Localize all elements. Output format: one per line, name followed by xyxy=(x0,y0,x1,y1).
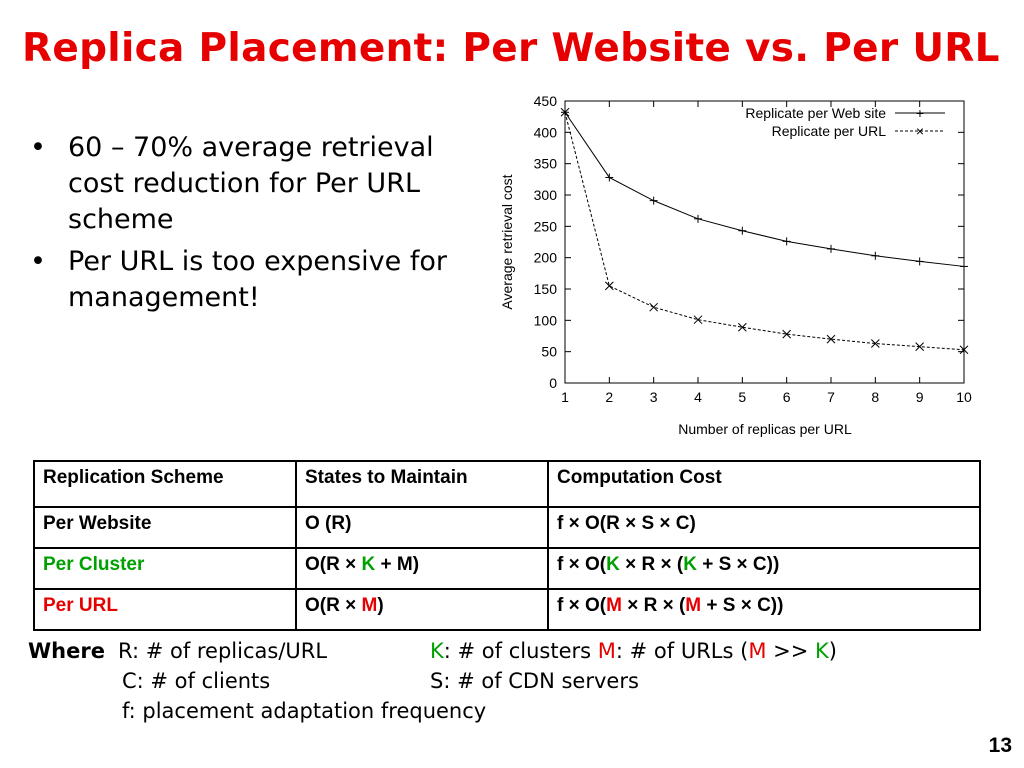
table-header-row: Replication Scheme States to Maintain Co… xyxy=(33,460,981,508)
page-number: 13 xyxy=(988,734,1012,757)
header-states: States to Maintain xyxy=(295,460,549,508)
y-axis-ticks: 0 50 100 150 200 250 300 350 400 450 xyxy=(534,93,964,391)
bullet-item: • Per URL is too expensive for management… xyxy=(30,244,480,316)
series-line-web xyxy=(564,111,965,267)
cell-scheme: Per URL xyxy=(33,588,297,631)
legend-marker-plus-icon: + xyxy=(916,105,924,121)
y-tick-label: 250 xyxy=(534,218,558,234)
cell-cost: f × O(K × R × (K + S × C)) xyxy=(547,547,981,590)
bullet-text: 60 – 70% average retrieval cost reductio… xyxy=(68,132,434,235)
y-tick-label: 100 xyxy=(534,312,558,328)
header-scheme: Replication Scheme xyxy=(33,460,297,508)
note-r: R: # of replicas/URL xyxy=(118,639,328,663)
x-tick-label: 5 xyxy=(738,389,746,405)
plot-frame xyxy=(564,100,965,384)
legend-label-url: Replicate per URL xyxy=(772,123,887,139)
header-cost: Computation Cost xyxy=(547,460,981,508)
y-tick-label: 200 xyxy=(534,250,558,266)
x-tick-label: 2 xyxy=(605,389,613,405)
data-point-x xyxy=(826,334,836,344)
cell-states: O(R × M) xyxy=(295,588,549,631)
x-axis-ticks: 1 2 3 4 5 6 7 8 9 10 xyxy=(561,101,972,405)
y-tick-label: 150 xyxy=(534,281,558,297)
series-line-url xyxy=(564,112,965,351)
bullet-list: • 60 – 70% average retrieval cost reducti… xyxy=(30,130,480,322)
note-s: S: # of CDN servers xyxy=(430,669,639,693)
cell-scheme: Per Cluster xyxy=(33,547,297,590)
x-axis-label: Number of replicas per URL xyxy=(678,421,852,437)
data-point-x xyxy=(870,339,880,348)
x-tick-label: 9 xyxy=(916,389,924,405)
y-tick-label: 0 xyxy=(549,375,557,391)
table-row: Per Cluster O(R × K + M) f × O(K × R × (… xyxy=(33,547,981,590)
x-tick-label: 1 xyxy=(561,389,569,405)
cell-states: O (R) xyxy=(295,506,549,549)
cell-cost: f × O(R × S × C) xyxy=(547,506,981,549)
x-tick-label: 4 xyxy=(694,389,702,405)
bullet-dot-icon: • xyxy=(30,246,46,277)
data-point-x xyxy=(604,281,614,291)
bullet-dot-icon: • xyxy=(30,132,46,163)
x-tick-label: 7 xyxy=(827,389,835,405)
replication-scheme-table: Replication Scheme States to Maintain Co… xyxy=(33,460,981,631)
y-tick-label: 50 xyxy=(541,344,557,360)
note-k-m: K: # of clusters M: # of URLs (M >> K) xyxy=(430,639,837,663)
x-tick-label: 8 xyxy=(871,389,879,405)
x-tick-label: 3 xyxy=(650,389,658,405)
y-tick-label: 300 xyxy=(534,187,558,203)
y-axis-label: Average retrieval cost xyxy=(499,174,515,309)
slide-title: Replica Placement: Per Website vs. Per U… xyxy=(22,26,1000,71)
data-point-x xyxy=(915,342,925,352)
cell-scheme: Per Website xyxy=(33,506,297,549)
note-f: f: placement adaptation frequency xyxy=(122,699,487,723)
legend-marker-x-icon: × xyxy=(916,123,924,139)
legend-label-web: Replicate per Web site xyxy=(745,105,886,121)
legend: Replicate per Web site + Replicate per U… xyxy=(745,105,945,139)
y-tick-label: 350 xyxy=(534,156,558,172)
table-row: Per URL O(R × M) f × O(M × R × (M + S × … xyxy=(33,588,981,631)
bullet-text: Per URL is too expensive for management! xyxy=(68,246,447,313)
data-point-x xyxy=(649,302,659,312)
y-tick-label: 400 xyxy=(534,124,558,140)
x-tick-label: 6 xyxy=(783,389,791,405)
cell-cost: f × O(M × R × (M + S × C)) xyxy=(547,588,981,631)
data-point-x xyxy=(782,329,792,339)
cell-states: O(R × K + M) xyxy=(295,547,549,590)
data-point-x xyxy=(737,322,747,332)
note-c: C: # of clients xyxy=(122,669,271,693)
where-label: Where xyxy=(28,639,105,663)
data-point-x xyxy=(560,107,570,117)
data-point-x xyxy=(959,345,969,355)
y-tick-label: 450 xyxy=(534,93,558,109)
table-row: Per Website O (R) f × O(R × S × C) xyxy=(33,506,981,549)
series-lines xyxy=(560,107,969,355)
x-tick-label: 10 xyxy=(956,389,972,405)
data-point-x xyxy=(693,315,703,325)
bullet-item: • 60 – 70% average retrieval cost reducti… xyxy=(30,130,480,238)
